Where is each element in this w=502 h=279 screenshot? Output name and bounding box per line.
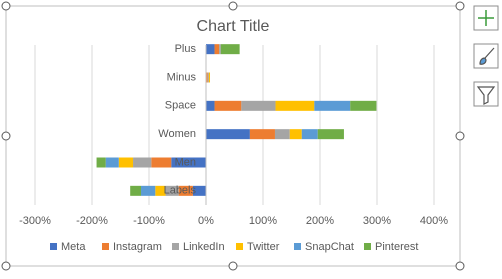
y-category-label: Minus <box>167 71 197 83</box>
bar-segment <box>206 72 208 83</box>
chart-elements-button[interactable] <box>473 5 499 31</box>
legend-label: Pinterest <box>375 241 418 253</box>
bar-segment <box>171 157 206 168</box>
bar-segment <box>214 44 220 55</box>
bar-segment <box>130 185 142 196</box>
bar-segment <box>118 157 134 168</box>
chart-styles-button[interactable] <box>473 43 499 69</box>
bar-segment <box>214 100 242 111</box>
bar-segment <box>220 44 240 55</box>
bar-segment <box>141 185 156 196</box>
legend-swatch <box>172 243 179 250</box>
y-category-label: Space <box>165 100 196 112</box>
legend-label: Twitter <box>247 241 280 253</box>
legend-label: SnapChat <box>305 241 354 253</box>
bar-segment <box>206 100 215 111</box>
bar-segment <box>219 44 221 55</box>
bar-segment <box>314 100 351 111</box>
legend-swatch <box>294 243 301 250</box>
y-category-label: Men <box>175 156 196 168</box>
bar-segment <box>165 185 179 196</box>
legend-label: LinkedIn <box>183 241 225 253</box>
x-tick-label: -100% <box>133 215 165 227</box>
bar-segment <box>105 157 119 168</box>
y-category-label: Plus <box>175 43 197 55</box>
chart-filters-button[interactable] <box>473 81 499 107</box>
legend-swatch <box>50 243 57 250</box>
y-category-label: Labels <box>164 185 197 197</box>
bar-segment <box>350 100 377 111</box>
bar-segment <box>274 129 290 140</box>
bar-segment <box>178 185 193 196</box>
legend-label: Meta <box>61 241 86 253</box>
x-tick-label: 400% <box>420 215 448 227</box>
bar-segment <box>249 129 275 140</box>
legend-label: Instagram <box>113 241 162 253</box>
bar-segment <box>275 100 315 111</box>
selection-handles[interactable] <box>1 1 465 271</box>
y-category-label: Women <box>158 128 196 140</box>
x-tick-label: -300% <box>19 215 51 227</box>
bar-segment <box>241 100 276 111</box>
bar-segment <box>207 72 209 83</box>
bar-segment <box>208 72 210 83</box>
bar-segment <box>317 129 344 140</box>
bar-segment <box>155 185 166 196</box>
bar-segment <box>289 129 302 140</box>
x-tick-label: 200% <box>306 215 334 227</box>
bar-segment <box>206 44 215 55</box>
x-tick-label: -200% <box>76 215 108 227</box>
chart-title: Chart Title <box>197 18 270 35</box>
legend-swatch <box>236 243 243 250</box>
x-tick-label: 100% <box>249 215 277 227</box>
bar-segment <box>192 185 206 196</box>
bar-segment <box>206 129 250 140</box>
x-tick-label: 0% <box>198 215 214 227</box>
bar-segment <box>301 129 318 140</box>
bar-segment <box>151 157 172 168</box>
legend-swatch <box>364 243 371 250</box>
bar-segment <box>96 157 106 168</box>
x-tick-label: 300% <box>363 215 391 227</box>
bar-segment <box>133 157 152 168</box>
legend-swatch <box>102 243 109 250</box>
